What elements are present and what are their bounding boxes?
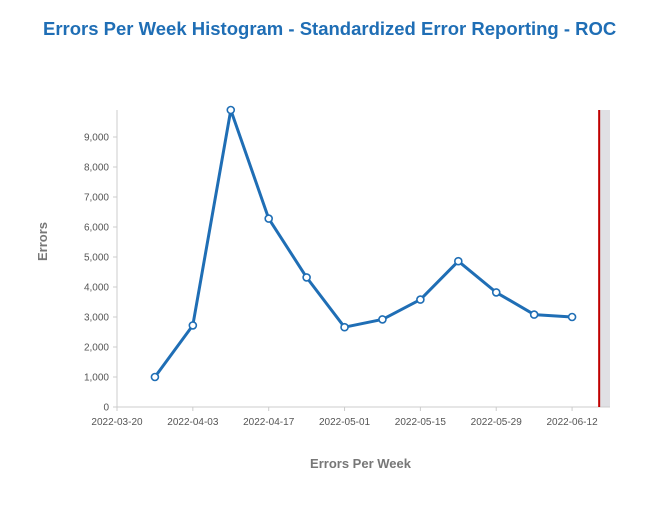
data-point bbox=[264, 214, 273, 223]
y-tick-label: 8,000 bbox=[84, 163, 109, 174]
x-tick-label: 2022-05-15 bbox=[395, 417, 447, 428]
chart-title: Errors Per Week Histogram - Standardized… bbox=[43, 18, 617, 39]
y-tick-label: 5,000 bbox=[84, 253, 109, 264]
x-tick-label: 2022-04-17 bbox=[243, 417, 295, 428]
data-point bbox=[416, 295, 425, 304]
series-line bbox=[153, 108, 573, 378]
x-tick-label: 2022-06-12 bbox=[546, 417, 598, 428]
x-tick-label: 2022-04-03 bbox=[167, 417, 219, 428]
data-point bbox=[491, 288, 501, 297]
data-point bbox=[150, 372, 160, 382]
y-tick-label: 2,000 bbox=[84, 343, 109, 354]
data-point bbox=[340, 322, 349, 332]
y-tick-label: 0 bbox=[103, 403, 109, 414]
y-tick-label: 6,000 bbox=[84, 223, 109, 234]
y-tick-label: 4,000 bbox=[84, 283, 109, 294]
data-point bbox=[226, 105, 236, 115]
data-point bbox=[378, 315, 387, 324]
x-tick-label: 2022-03-20 bbox=[91, 417, 143, 428]
data-point bbox=[567, 312, 577, 322]
data-point bbox=[302, 273, 311, 282]
y-tick-label: 9,000 bbox=[84, 133, 109, 144]
x-tick-label: 2022-05-01 bbox=[319, 417, 371, 428]
shaded-region bbox=[599, 110, 610, 407]
y-tick-label: 7,000 bbox=[84, 193, 109, 204]
x-tick-label: 2022-05-29 bbox=[471, 417, 523, 428]
data-point bbox=[454, 256, 463, 266]
x-axis-title: Errors Per Week bbox=[310, 456, 412, 471]
data-point bbox=[529, 310, 539, 319]
data-point bbox=[188, 321, 198, 330]
y-tick-label: 3,000 bbox=[84, 313, 109, 324]
y-tick-label: 1,000 bbox=[84, 373, 109, 384]
y-axis-title: Errors bbox=[35, 222, 50, 261]
